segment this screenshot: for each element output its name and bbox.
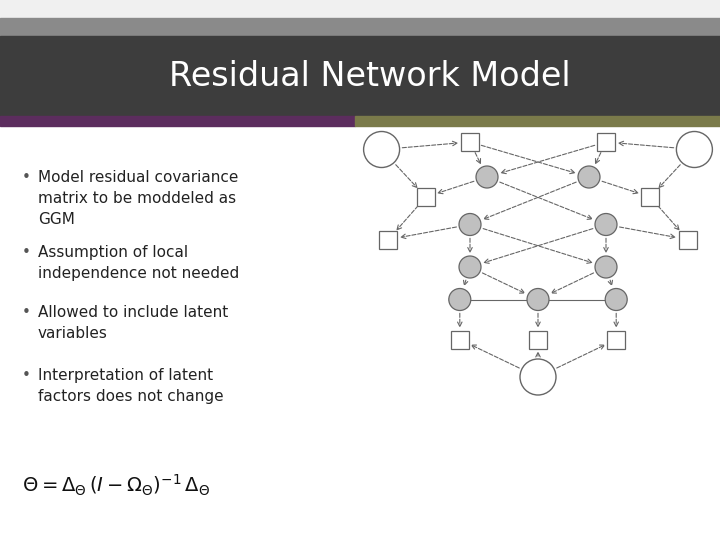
Text: •: •: [22, 368, 31, 383]
Text: Residual Network Model: Residual Network Model: [169, 59, 571, 92]
Text: Allowed to include latent
variables: Allowed to include latent variables: [38, 305, 228, 341]
Bar: [0, 18, 720, 36]
Bar: [678, 231, 696, 248]
Circle shape: [449, 288, 471, 310]
Circle shape: [676, 132, 712, 167]
Text: Assumption of local
independence not needed: Assumption of local independence not nee…: [38, 245, 239, 281]
Bar: [607, 330, 625, 348]
Circle shape: [606, 288, 627, 310]
Bar: [642, 188, 660, 206]
Text: •: •: [22, 305, 31, 320]
Text: $\Theta = \Delta_{\Theta}\,(I - \Omega_{\Theta})^{-1}\,\Delta_{\Theta}$: $\Theta = \Delta_{\Theta}\,(I - \Omega_{…: [22, 472, 210, 497]
Circle shape: [364, 132, 400, 167]
Circle shape: [476, 166, 498, 188]
Bar: [417, 188, 435, 206]
Bar: [529, 330, 547, 348]
Bar: [597, 133, 615, 151]
Bar: [355, 116, 720, 126]
Circle shape: [595, 213, 617, 235]
Circle shape: [459, 213, 481, 235]
Circle shape: [578, 166, 600, 188]
Bar: [379, 231, 397, 248]
Circle shape: [459, 256, 481, 278]
Text: •: •: [22, 245, 31, 260]
Bar: [0, 36, 720, 116]
Text: Model residual covariance
matrix to be moddeled as
GGM: Model residual covariance matrix to be m…: [38, 170, 238, 227]
Text: •: •: [22, 170, 31, 185]
Bar: [0, 116, 355, 126]
Bar: [451, 330, 469, 348]
Bar: [0, 0, 720, 18]
Circle shape: [527, 288, 549, 310]
Circle shape: [595, 256, 617, 278]
Bar: [461, 133, 479, 151]
Circle shape: [520, 359, 556, 395]
Text: Interpretation of latent
factors does not change: Interpretation of latent factors does no…: [38, 368, 224, 404]
